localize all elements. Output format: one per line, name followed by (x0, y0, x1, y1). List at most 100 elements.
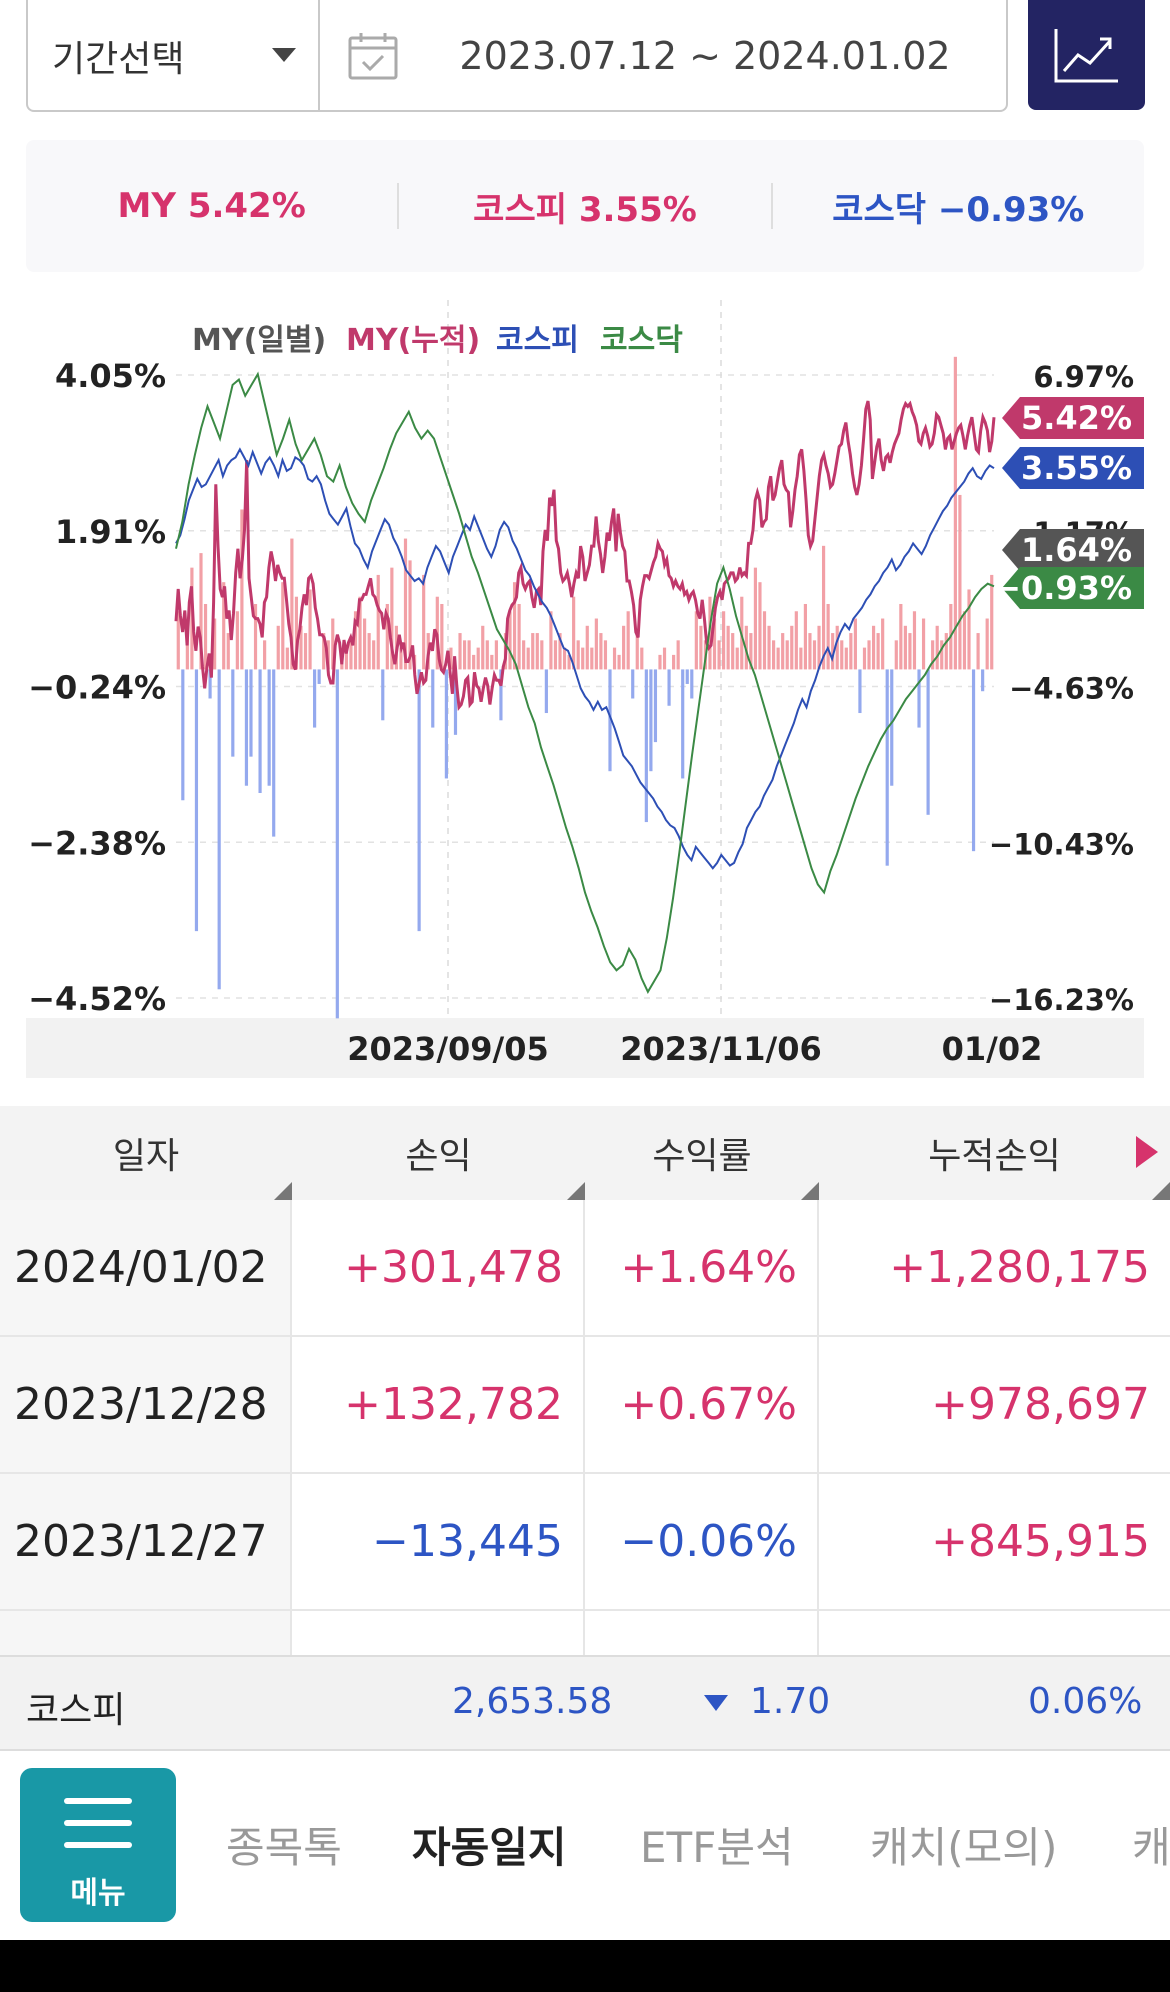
daily-return-bar (553, 640, 558, 670)
daily-return-bar (781, 633, 785, 670)
daily-return-bar (540, 640, 544, 670)
daily-return-bar (985, 618, 989, 670)
daily-return-bar (226, 633, 230, 670)
table-header: 일자 손익 수익률 누적손익 (0, 1106, 1170, 1202)
daily-return-bar (499, 669, 503, 721)
hamburger-icon (64, 1798, 132, 1804)
daily-return-bar (372, 640, 376, 670)
daily-return-bar (794, 611, 798, 670)
column-header-cumulative[interactable]: 누적손익 (819, 1106, 1170, 1200)
daily-return-bar (349, 640, 353, 670)
daily-return-bar (835, 625, 839, 670)
daily-return-bar (417, 669, 421, 932)
daily-return-bar (976, 633, 980, 670)
daily-return-bar (203, 603, 208, 670)
daily-return-bar (776, 647, 780, 670)
chart-view-button[interactable] (1028, 0, 1145, 110)
hamburger-icon (64, 1820, 132, 1826)
daily-return-bar (931, 640, 935, 670)
daily-return-bar (962, 611, 967, 670)
daily-return-bar (299, 625, 303, 670)
return-chart[interactable]: 4.05%1.91%−0.24%−2.38%−4.52%6.97%1.17%−4… (26, 300, 1144, 1078)
row-cumulative: +1,280,175 (819, 1200, 1170, 1335)
daily-return-bar (308, 589, 312, 670)
daily-return-bar (653, 669, 658, 743)
tab-stock-talk[interactable]: 종목톡 (226, 1823, 342, 1872)
daily-return-bar (631, 669, 635, 699)
table-row[interactable]: 2024/01/02 +301,478 +1.64% +1,280,175 (0, 1200, 1170, 1337)
tab-auto-journal[interactable]: 자동일지 (412, 1823, 567, 1872)
summary-kospi: 코스피 3.55% (473, 189, 697, 230)
tab-partial[interactable]: 캐 (1132, 1823, 1170, 1872)
daily-return-bar (990, 574, 994, 670)
row-date: 2023/12/28 (0, 1337, 292, 1472)
daily-return-bar (444, 669, 448, 779)
daily-return-bar (258, 669, 262, 793)
daily-return-bar (399, 647, 403, 670)
down-arrow-icon (704, 1695, 728, 1711)
index-ticker-bar[interactable]: 코스피 2,653.58 1.70 0.06% (0, 1655, 1170, 1751)
table-row[interactable]: 2023/12/27 −13,445 −0.06% +845,915 (0, 1474, 1170, 1611)
daily-return-bar (826, 603, 830, 670)
daily-return-bar (672, 654, 676, 670)
end-value-label: −0.93% (994, 569, 1132, 607)
daily-return-bar (376, 574, 380, 670)
daily-return-bar (849, 633, 853, 670)
scroll-right-icon[interactable] (1136, 1136, 1158, 1168)
series-line (174, 400, 996, 711)
menu-button[interactable]: 메뉴 (20, 1768, 176, 1922)
date-range-field[interactable]: 2023.07.12 ~ 2024.01.02 (459, 34, 951, 78)
daily-return-bar (508, 611, 512, 670)
daily-return-bar (462, 640, 467, 670)
tab-catch-mock[interactable]: 캐치(모의) (870, 1823, 1058, 1872)
daily-return-bar (353, 611, 358, 670)
tab-etf-analysis[interactable]: ETF분석 (640, 1823, 794, 1872)
daily-return-bar (431, 669, 435, 728)
daily-return-bar (358, 596, 362, 670)
daily-return-bar (335, 669, 339, 1019)
calendar-icon[interactable] (346, 30, 400, 84)
summary-my: MY 5.42% (117, 186, 306, 226)
row-cumulative: +978,697 (819, 1337, 1170, 1472)
column-header-pnl[interactable]: 손익 (292, 1106, 585, 1200)
daily-return-bar (562, 647, 567, 670)
index-value: 2,653.58 (452, 1681, 613, 1722)
row-pnl: +132,782 (292, 1337, 585, 1472)
daily-return-bar (881, 618, 885, 670)
daily-return-bar (576, 640, 580, 670)
end-value-label: 1.64% (1021, 531, 1132, 569)
daily-return-bar (544, 669, 548, 714)
daily-return-bar (481, 625, 485, 670)
menu-label: 메뉴 (70, 1876, 126, 1911)
daily-return-bar (217, 669, 221, 990)
end-value-label: 3.55% (1021, 449, 1132, 487)
daily-return-bar (785, 640, 789, 670)
system-bar (0, 1940, 1170, 1992)
daily-return-bar (908, 633, 912, 670)
daily-return-bar (381, 669, 385, 721)
column-header-rate[interactable]: 수익률 (585, 1106, 819, 1200)
left-axis-tick: 4.05% (55, 357, 166, 395)
row-pnl: −13,445 (292, 1474, 585, 1609)
daily-return-bar (685, 669, 689, 684)
period-select[interactable]: 기간선택 (26, 0, 320, 112)
daily-return-bar (808, 633, 812, 670)
daily-return-bar (535, 633, 539, 670)
daily-return-bar (749, 633, 753, 670)
daily-return-bar (267, 669, 271, 786)
right-axis-tick: −10.43% (989, 827, 1134, 861)
right-axis-tick: −4.63% (1009, 672, 1134, 706)
daily-return-bar (531, 633, 535, 670)
table-row[interactable]: 2023/12/28 +132,782 +0.67% +978,697 (0, 1337, 1170, 1474)
daily-return-bar (176, 611, 180, 670)
row-date: 2023/12/27 (0, 1474, 292, 1609)
column-header-date[interactable]: 일자 (0, 1106, 292, 1200)
daily-return-bar (276, 625, 280, 670)
daily-return-bar (940, 640, 944, 670)
daily-return-bar (344, 647, 349, 670)
row-date: 2024/01/02 (0, 1200, 292, 1335)
daily-return-bar (867, 640, 871, 670)
daily-return-bar (240, 509, 244, 670)
daily-return-bar (667, 669, 671, 706)
daily-return-bar (494, 640, 498, 670)
